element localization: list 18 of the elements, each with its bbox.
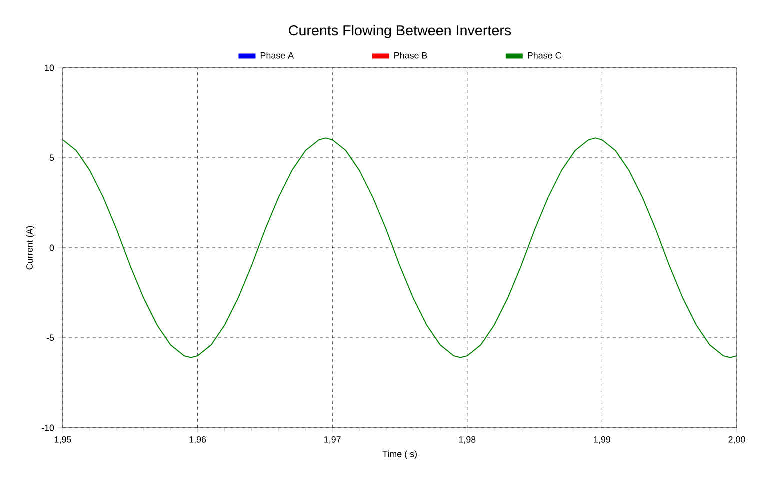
x-tick-label: 1,95 bbox=[54, 436, 72, 444]
x-tick-label: 2,00 bbox=[728, 436, 746, 444]
y-tick-label: -10 bbox=[42, 424, 54, 432]
x-tick-label: 1,97 bbox=[324, 436, 341, 444]
x-tick-label: 1,96 bbox=[190, 436, 206, 444]
x-axis-title: Time ( s) bbox=[382, 450, 417, 460]
legend-label: Phase C bbox=[528, 52, 562, 59]
y-tick-label: 10 bbox=[45, 64, 54, 72]
x-tick-label: 1,99 bbox=[594, 436, 611, 444]
line-series bbox=[63, 138, 737, 358]
y-axis-title: Current (A) bbox=[26, 226, 35, 270]
y-tick-label: -5 bbox=[46, 334, 54, 342]
y-tick-label: 5 bbox=[50, 154, 54, 162]
legend-label: Phase A bbox=[260, 52, 294, 59]
chart-title: Curents Flowing Between Inverters bbox=[289, 25, 512, 38]
legend-label: Phase B bbox=[394, 52, 428, 59]
x-tick-label: 1,98 bbox=[459, 436, 476, 444]
y-tick-label: 0 bbox=[50, 244, 54, 252]
